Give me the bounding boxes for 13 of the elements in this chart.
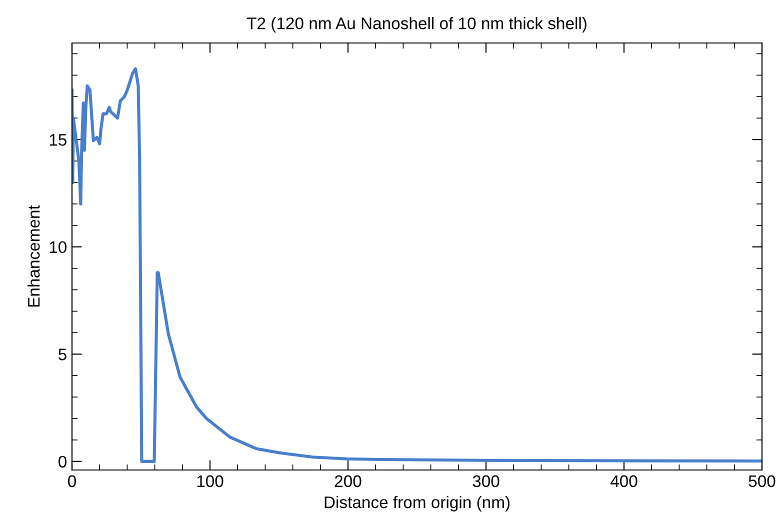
x-tick-label: 200 <box>334 475 362 488</box>
y-tick-label: 10 <box>50 241 66 254</box>
chart-title: T2 (120 nm Au Nanoshell of 10 nm thick shell) <box>246 17 586 33</box>
x-tick-label: 100 <box>197 475 224 488</box>
x-axis-title: Distance from origin (nm) <box>324 496 510 512</box>
x-tick-label: 500 <box>748 475 776 488</box>
y-tick-label: 15 <box>50 134 66 146</box>
x-tick-label: 0 <box>68 475 76 488</box>
y-axis-title: Enhancement <box>28 205 40 307</box>
y-tick-label: 0 <box>58 456 66 468</box>
y-tick-label: 5 <box>58 348 66 360</box>
x-tick-label: 300 <box>472 475 500 488</box>
x-tick-label: 400 <box>610 475 638 488</box>
